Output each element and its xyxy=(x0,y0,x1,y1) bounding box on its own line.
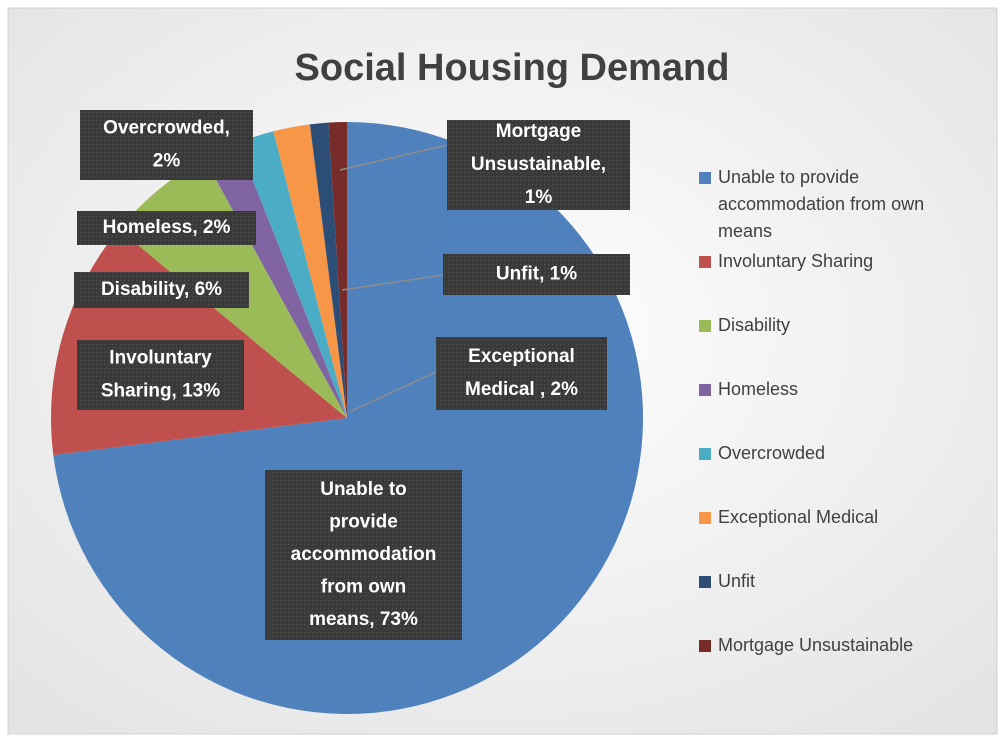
label-box xyxy=(77,211,256,245)
legend-swatch xyxy=(699,320,711,332)
data-label: Mortgage Unsustainable, 1% xyxy=(471,121,606,208)
legend-swatch xyxy=(699,576,711,588)
label-box xyxy=(265,470,462,640)
legend-label: Involuntary Sharing xyxy=(718,251,873,271)
legend-label: Mortgage Unsustainable xyxy=(718,635,913,655)
data-label: Unable to provide accommodation from own mea… xyxy=(291,479,437,630)
data-label: Exceptional Medical , 2% xyxy=(465,346,578,400)
leader-line xyxy=(348,371,437,413)
legend-label: Unable to provide accommodation from own m… xyxy=(718,167,924,241)
pie-slice xyxy=(273,124,347,418)
leader-lines xyxy=(339,144,448,413)
label-box xyxy=(77,340,244,410)
pie-slice xyxy=(309,122,347,418)
legend-label: Overcrowded xyxy=(718,443,825,463)
leader-line xyxy=(339,144,448,171)
legend-swatch xyxy=(699,640,711,652)
data-label: Overcrowded, 2% xyxy=(103,118,230,172)
pie-slice xyxy=(238,131,347,418)
legend-swatch xyxy=(699,512,711,524)
label-box xyxy=(80,110,253,180)
data-label: Disability, 6% xyxy=(101,279,222,300)
legend-label: Unfit xyxy=(718,571,755,591)
data-label: Unfit, 1% xyxy=(496,264,577,285)
legend: Unable to provide accommodation from own m… xyxy=(699,167,924,655)
legend-swatch xyxy=(699,172,711,184)
chart-title: Social Housing Demand xyxy=(295,47,730,89)
legend-swatch xyxy=(699,448,711,460)
legend-label: Exceptional Medical xyxy=(718,507,878,527)
label-box xyxy=(436,337,607,410)
legend-swatch xyxy=(699,256,711,268)
label-box xyxy=(74,272,249,308)
leader-line xyxy=(341,274,444,291)
label-box xyxy=(447,120,630,210)
legend-label: Homeless xyxy=(718,379,798,399)
legend-swatch xyxy=(699,384,711,396)
legend-label: Disability xyxy=(718,315,790,335)
data-labels: Unable to provide accommodation from own mea… xyxy=(74,110,630,640)
data-label: Homeless, 2% xyxy=(103,217,231,238)
data-label: Involuntary Sharing, 13% xyxy=(101,348,220,402)
pie-slice xyxy=(328,122,347,418)
label-box xyxy=(443,254,630,295)
